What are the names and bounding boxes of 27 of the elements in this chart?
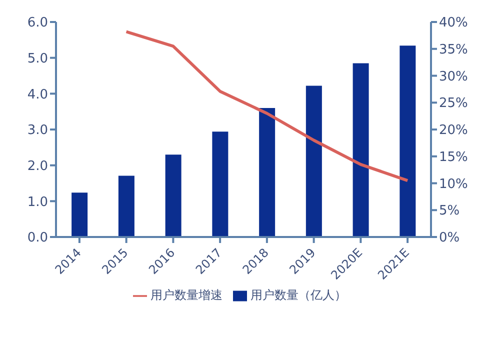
y2-tick-label: 40% <box>439 16 468 31</box>
legend-label: 用户数量（亿人） <box>250 288 346 302</box>
y2-tick-label: 10% <box>439 176 468 192</box>
y-tick-label: 1.0 <box>27 194 48 210</box>
bar <box>212 132 228 237</box>
y2-tick-label: 15% <box>439 150 468 165</box>
y-tick-label: 5.0 <box>27 51 48 66</box>
bar <box>118 176 134 237</box>
bar <box>165 154 182 237</box>
y2-tick-label: 20% <box>439 123 468 138</box>
bar <box>400 46 416 237</box>
y2-tick-label: 0% <box>439 230 460 246</box>
y-tick-label: 2.0 <box>27 158 48 174</box>
bar <box>352 63 369 237</box>
y2-tick-label: 5% <box>439 204 460 219</box>
y2-tick-label: 35% <box>439 42 468 58</box>
bar <box>72 192 88 237</box>
y2-tick-label: 30% <box>439 69 468 84</box>
line-series <box>124 30 410 182</box>
y-tick-label: 6.0 <box>27 16 48 31</box>
bar <box>306 86 322 237</box>
y-tick-label: 3.0 <box>27 123 48 138</box>
bar <box>259 108 276 237</box>
y-tick-label: 0.0 <box>27 230 48 246</box>
y-tick-label: 4.0 <box>27 87 48 102</box>
y2-tick-label: 25% <box>439 96 468 112</box>
legend-label: 用户数量增速 <box>150 288 222 302</box>
